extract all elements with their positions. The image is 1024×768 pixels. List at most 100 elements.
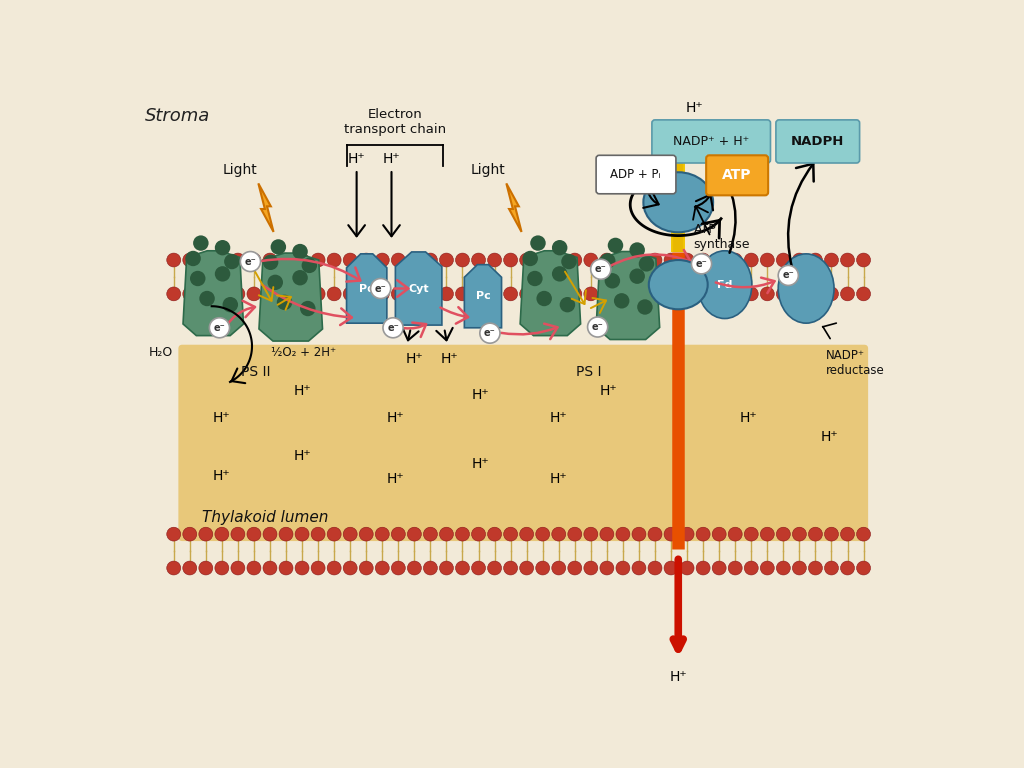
Circle shape bbox=[637, 300, 652, 315]
Circle shape bbox=[215, 253, 228, 267]
Circle shape bbox=[809, 561, 822, 575]
Circle shape bbox=[527, 271, 543, 286]
Circle shape bbox=[263, 255, 279, 270]
FancyBboxPatch shape bbox=[776, 120, 859, 163]
Circle shape bbox=[328, 287, 341, 301]
FancyBboxPatch shape bbox=[178, 345, 868, 541]
Circle shape bbox=[408, 561, 421, 575]
Text: e⁻: e⁻ bbox=[387, 323, 399, 333]
Circle shape bbox=[295, 527, 309, 541]
Circle shape bbox=[691, 254, 712, 274]
Circle shape bbox=[231, 287, 245, 301]
Circle shape bbox=[456, 287, 469, 301]
Circle shape bbox=[560, 297, 575, 313]
Text: H⁺: H⁺ bbox=[294, 449, 311, 463]
Circle shape bbox=[280, 527, 293, 541]
Circle shape bbox=[383, 318, 403, 338]
Circle shape bbox=[809, 253, 822, 267]
Circle shape bbox=[215, 287, 228, 301]
Circle shape bbox=[536, 287, 550, 301]
Circle shape bbox=[167, 561, 180, 575]
Circle shape bbox=[408, 527, 421, 541]
Circle shape bbox=[194, 235, 209, 251]
Circle shape bbox=[744, 287, 758, 301]
Circle shape bbox=[376, 287, 389, 301]
Circle shape bbox=[632, 253, 646, 267]
Circle shape bbox=[280, 561, 293, 575]
Circle shape bbox=[713, 561, 726, 575]
Text: e⁻: e⁻ bbox=[245, 257, 256, 266]
Circle shape bbox=[487, 253, 502, 267]
Circle shape bbox=[584, 527, 598, 541]
Circle shape bbox=[183, 253, 197, 267]
Circle shape bbox=[584, 561, 598, 575]
Text: H⁺: H⁺ bbox=[739, 411, 757, 425]
Circle shape bbox=[616, 527, 630, 541]
Ellipse shape bbox=[649, 260, 708, 310]
Circle shape bbox=[520, 561, 534, 575]
Text: H⁺: H⁺ bbox=[549, 411, 567, 425]
Circle shape bbox=[328, 561, 341, 575]
Ellipse shape bbox=[643, 172, 713, 232]
Circle shape bbox=[472, 561, 485, 575]
Circle shape bbox=[504, 287, 517, 301]
Circle shape bbox=[696, 561, 710, 575]
Circle shape bbox=[391, 253, 406, 267]
Circle shape bbox=[728, 287, 742, 301]
Circle shape bbox=[328, 253, 341, 267]
Circle shape bbox=[222, 297, 238, 313]
Circle shape bbox=[841, 527, 854, 541]
Circle shape bbox=[270, 239, 286, 255]
Circle shape bbox=[584, 287, 598, 301]
Circle shape bbox=[680, 527, 694, 541]
Circle shape bbox=[607, 237, 624, 253]
Circle shape bbox=[632, 527, 646, 541]
Circle shape bbox=[793, 287, 806, 301]
Text: PS I: PS I bbox=[577, 365, 602, 379]
Circle shape bbox=[199, 287, 213, 301]
Text: Stroma: Stroma bbox=[145, 108, 210, 125]
Text: H⁺: H⁺ bbox=[294, 384, 311, 398]
Text: Pq: Pq bbox=[358, 283, 375, 293]
Circle shape bbox=[487, 287, 502, 301]
Circle shape bbox=[215, 527, 228, 541]
Circle shape bbox=[824, 527, 839, 541]
Circle shape bbox=[302, 258, 317, 273]
Circle shape bbox=[713, 253, 726, 267]
Circle shape bbox=[744, 561, 758, 575]
Circle shape bbox=[391, 287, 406, 301]
Circle shape bbox=[215, 240, 230, 256]
Circle shape bbox=[231, 527, 245, 541]
Circle shape bbox=[680, 253, 694, 267]
Circle shape bbox=[209, 318, 229, 338]
Circle shape bbox=[809, 287, 822, 301]
Circle shape bbox=[552, 561, 565, 575]
Circle shape bbox=[616, 287, 630, 301]
Circle shape bbox=[824, 287, 839, 301]
Circle shape bbox=[600, 253, 615, 269]
Polygon shape bbox=[596, 252, 659, 339]
Circle shape bbox=[632, 561, 646, 575]
Text: H⁺: H⁺ bbox=[670, 670, 687, 684]
Text: ½O₂ + 2H⁺: ½O₂ + 2H⁺ bbox=[271, 346, 337, 359]
Circle shape bbox=[841, 287, 854, 301]
Circle shape bbox=[761, 287, 774, 301]
Ellipse shape bbox=[697, 251, 752, 319]
Circle shape bbox=[744, 253, 758, 267]
Circle shape bbox=[600, 527, 613, 541]
Circle shape bbox=[665, 527, 678, 541]
Polygon shape bbox=[520, 251, 581, 336]
Circle shape bbox=[300, 301, 315, 316]
Circle shape bbox=[215, 561, 228, 575]
Circle shape bbox=[680, 287, 694, 301]
Circle shape bbox=[292, 270, 308, 286]
Circle shape bbox=[480, 323, 500, 343]
Circle shape bbox=[600, 561, 613, 575]
Ellipse shape bbox=[778, 254, 834, 323]
Circle shape bbox=[247, 561, 261, 575]
Circle shape bbox=[241, 252, 260, 272]
Circle shape bbox=[604, 273, 621, 289]
Circle shape bbox=[680, 561, 694, 575]
Text: H⁺: H⁺ bbox=[406, 353, 424, 366]
Circle shape bbox=[504, 253, 517, 267]
